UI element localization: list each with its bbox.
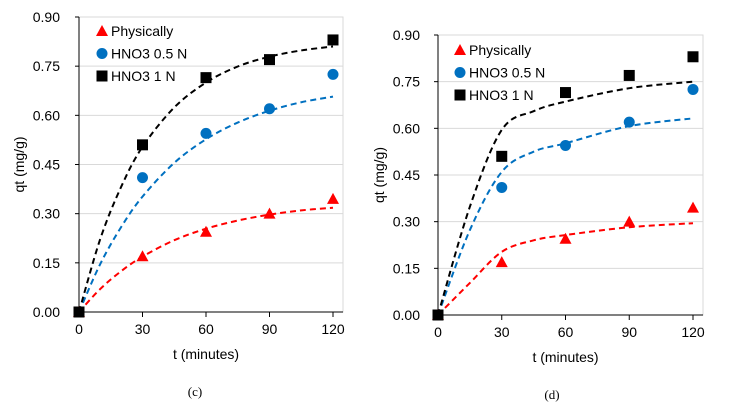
x-tick-label: 90 <box>621 324 637 340</box>
y-tick-label: 0.60 <box>33 107 60 123</box>
series-physically <box>73 192 339 317</box>
data-point <box>73 306 85 318</box>
y-tick-label: 0.00 <box>33 304 60 320</box>
fit-curve-1 <box>78 95 334 313</box>
series-physically <box>432 201 699 320</box>
y-tick-label: 0.90 <box>33 9 60 25</box>
fit-curve-2 <box>78 45 334 313</box>
legend-label: Physically <box>469 42 531 58</box>
data-point <box>623 116 635 128</box>
chart-c: 0.00 0.15 0.30 0.45 0.60 0.75 0.90 0 30 60 90 120 t … <box>11 9 345 399</box>
data-point <box>560 87 571 99</box>
x-tick-label: 120 <box>321 321 345 337</box>
y-tick-label: 0.15 <box>393 260 420 276</box>
data-point <box>496 181 508 193</box>
data-point <box>559 232 572 244</box>
legend-marker <box>454 67 466 78</box>
data-point <box>623 215 636 227</box>
legend-marker <box>454 89 466 101</box>
series-hno3-0-5-n <box>432 83 699 321</box>
x-tick-label: 0 <box>434 324 442 340</box>
legend-label: HNO3 0.5 N <box>469 65 545 81</box>
y-axis-title: qt (mg/g) <box>371 147 387 203</box>
legend-label: Physically <box>111 23 173 39</box>
y-tick-label: 0.00 <box>393 307 420 323</box>
x-tick-label: 30 <box>494 324 510 340</box>
x-tick-label: 30 <box>135 321 151 337</box>
y-tick-label: 0.45 <box>393 167 420 183</box>
x-axis-title: t (minutes) <box>173 346 239 362</box>
chart-d: 0.00 0.15 0.30 0.45 0.60 0.75 0.90 0 30 60 90 120 t … <box>371 27 705 402</box>
x-tick-label: 60 <box>198 321 214 337</box>
legend-marker <box>454 44 466 55</box>
x-tick-label: 60 <box>558 324 574 340</box>
fit-curve-2 <box>437 80 694 316</box>
data-point <box>136 250 149 262</box>
data-point <box>264 103 275 115</box>
data-point <box>687 201 699 213</box>
x-axis-title: t (minutes) <box>532 349 598 365</box>
x-tick-label: 0 <box>75 321 83 337</box>
data-point <box>263 207 276 219</box>
y-tick-label: 0.90 <box>393 27 420 43</box>
series-hno3-1-n <box>432 51 699 321</box>
data-point <box>200 72 212 84</box>
data-point <box>495 256 508 268</box>
legend-label: HNO3 1 N <box>111 68 176 84</box>
y-tick-label: 0.75 <box>393 74 420 90</box>
figure-caption: (d) <box>544 387 559 402</box>
data-point <box>327 68 339 80</box>
y-tick-label: 0.45 <box>33 157 60 173</box>
data-point <box>496 150 508 162</box>
data-point <box>432 309 444 321</box>
data-point <box>200 127 212 139</box>
legend-marker <box>96 70 108 82</box>
y-axis-title: qt (mg/g) <box>11 136 27 192</box>
y-tick-label: 0.60 <box>393 120 420 136</box>
y-tick-label: 0.15 <box>33 255 60 271</box>
x-tick-label: 90 <box>262 321 278 337</box>
data-point <box>137 139 148 151</box>
y-tick-label: 0.30 <box>393 214 420 230</box>
y-tick-label: 0.75 <box>33 58 60 74</box>
series-hno3-0-5-n <box>73 68 339 318</box>
data-point <box>687 51 699 63</box>
y-tick-label: 0.30 <box>33 206 60 222</box>
data-point <box>687 83 699 95</box>
legend-label: HNO3 0.5 N <box>111 46 187 62</box>
data-point <box>327 34 339 46</box>
legend: Physically HNO3 0.5 N HNO3 1 N <box>454 42 545 103</box>
fit-curve-0 <box>437 222 694 316</box>
data-point <box>327 192 339 204</box>
legend-label: HNO3 1 N <box>469 87 534 103</box>
figure-caption: (c) <box>188 384 202 399</box>
series-hno3-1-n <box>73 34 339 318</box>
data-point <box>560 139 571 151</box>
data-point <box>200 225 212 237</box>
legend-marker <box>96 48 108 59</box>
fit-curve-0 <box>78 206 334 313</box>
data-point <box>137 172 148 184</box>
x-tick-label: 120 <box>681 324 705 340</box>
data-point <box>264 54 275 66</box>
data-point <box>623 69 635 81</box>
legend-marker <box>96 25 108 36</box>
legend: Physically HNO3 0.5 N HNO3 1 N <box>96 23 187 84</box>
